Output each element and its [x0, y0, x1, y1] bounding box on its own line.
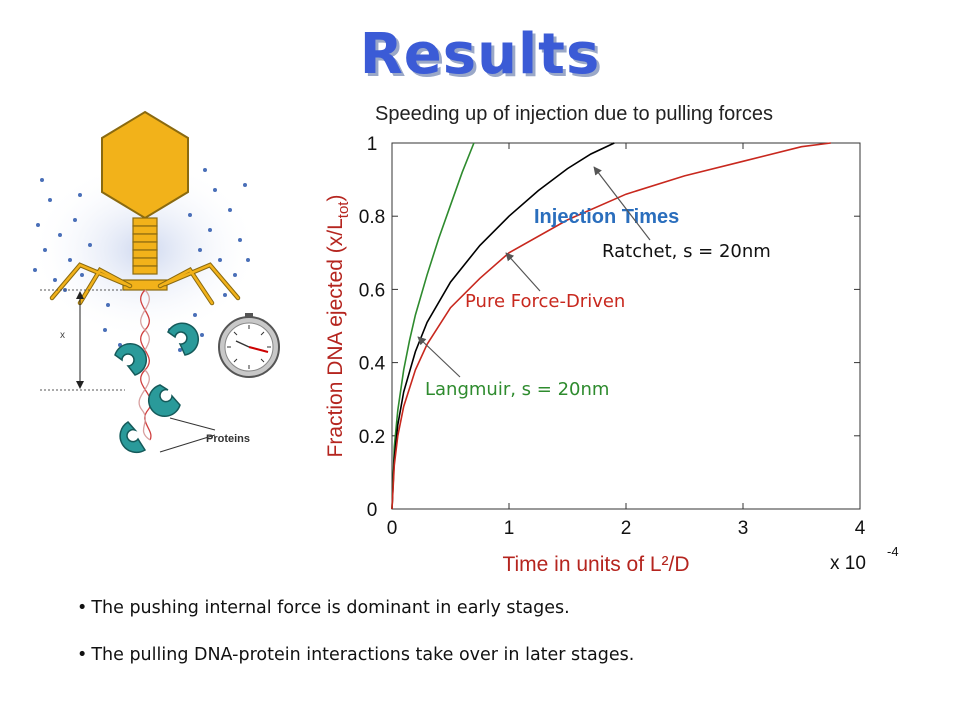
bullet-2-text: The pulling DNA-protein interactions tak… — [91, 645, 635, 665]
langmuir-arrow — [417, 336, 461, 378]
force-driven-label: Pure Force-Driven — [465, 291, 625, 312]
y-label-close: ) — [324, 195, 347, 202]
force-driven-curve — [391, 142, 831, 510]
y-axis-label: Fraction DNA ejected (x/Ltot) — [324, 195, 352, 458]
y-tick-label: 1 — [367, 134, 378, 155]
langmuir-curve — [391, 142, 475, 510]
dna-helix-icon — [138, 289, 152, 441]
series-lines — [391, 142, 831, 510]
phage-illustration: x Proteins — [30, 110, 280, 454]
y-label-main: Fraction DNA ejected (x/L — [324, 218, 347, 457]
y-tick-label: 0 — [367, 500, 378, 521]
langmuir-label: Langmuir, s = 20nm — [425, 379, 609, 400]
bullet-1: • The pushing internal force is dominant … — [77, 598, 570, 618]
x-exponent: -4 — [887, 544, 899, 559]
axes: 0 1 2 3 4 0 0.2 0.4 0.6 0.8 1 Time in units of L²/D… — [324, 134, 899, 576]
x-tick-label: 1 — [504, 518, 515, 539]
slide-title: Results — [359, 22, 601, 87]
y-tick-label: 0.2 — [359, 427, 385, 448]
x-tick-label: 2 — [621, 518, 632, 539]
ratchet-curve — [391, 142, 615, 510]
y-label-sub: tot — [335, 201, 352, 219]
y-tick-label: 0.6 — [359, 280, 385, 301]
protein-icon — [114, 322, 200, 454]
stopwatch-icon — [218, 313, 280, 378]
ratchet-label: Ratchet, s = 20nm — [602, 241, 771, 262]
x-multiplier: x 10 — [830, 553, 866, 574]
x-axis-label: Time in units of L²/D — [502, 553, 689, 576]
injection-times-label: Injection Times — [534, 206, 679, 228]
ratchet-arrow — [593, 166, 651, 241]
plot-frame — [391, 142, 861, 510]
protein-pointers — [159, 417, 216, 453]
x-label: x — [60, 330, 65, 341]
x-tick-label: 3 — [738, 518, 749, 539]
annotations: Injection Times Ratchet, s = 20nm Pure For… — [417, 166, 771, 400]
bullet-2: • The pulling DNA-protein interactions ta… — [77, 645, 635, 665]
bacteriophage-icon — [49, 110, 241, 306]
force-driven-arrow — [505, 252, 541, 292]
bullet-1-text: The pushing internal force is dominant i… — [91, 598, 570, 618]
proteins-label: Proteins — [206, 433, 250, 445]
x-tick-label: 4 — [855, 518, 866, 539]
y-tick-label: 0.8 — [359, 207, 385, 228]
line-chart: 0 1 2 3 4 0 0.2 0.4 0.6 0.8 1 Time in units of L²/D… — [324, 134, 899, 576]
chart-title: Speeding up of injection due to pulling … — [375, 103, 774, 125]
x-tick-label: 0 — [387, 518, 398, 539]
y-tick-label: 0.4 — [359, 354, 386, 375]
